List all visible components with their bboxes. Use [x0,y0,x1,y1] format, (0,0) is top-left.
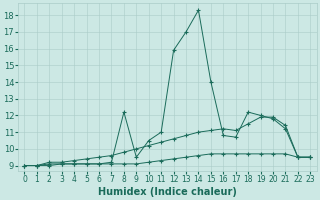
X-axis label: Humidex (Indice chaleur): Humidex (Indice chaleur) [98,187,237,197]
